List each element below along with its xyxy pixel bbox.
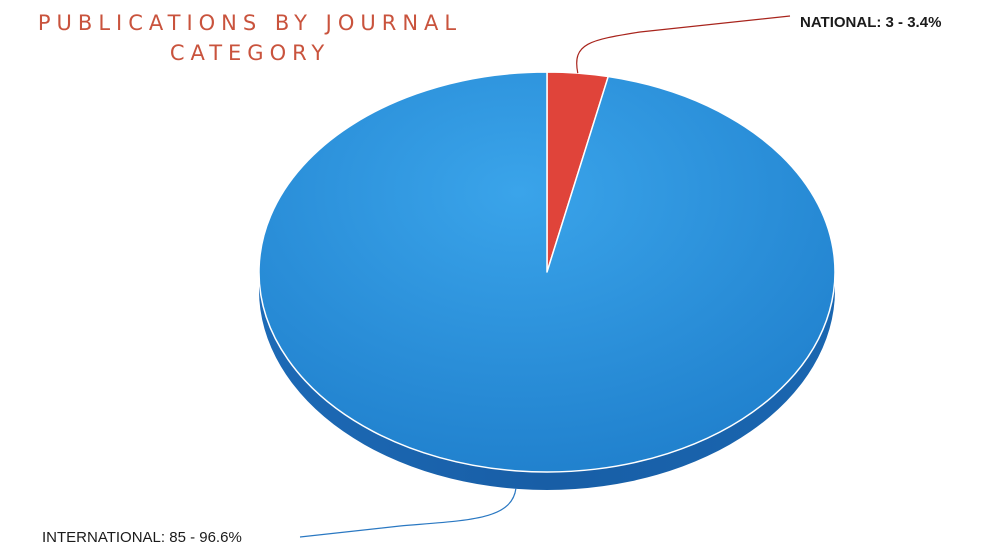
pie-slice-international bbox=[258, 71, 836, 473]
leader-line-international bbox=[299, 487, 517, 538]
leader-lines bbox=[299, 15, 791, 538]
chart-title-line-2: CATEGORY bbox=[169, 41, 331, 65]
leader-line-national bbox=[576, 15, 791, 74]
chart-title: PUBLICATIONS BY JOURNAL CATEGORY bbox=[0, 8, 500, 68]
slice-label-national: NATIONAL: 3 - 3.4% bbox=[800, 14, 941, 31]
slice-label-international: INTERNATIONAL: 85 - 96.6% bbox=[42, 529, 242, 546]
chart-title-line-1: PUBLICATIONS BY JOURNAL bbox=[37, 11, 463, 35]
pie-top-layer bbox=[258, 71, 836, 473]
